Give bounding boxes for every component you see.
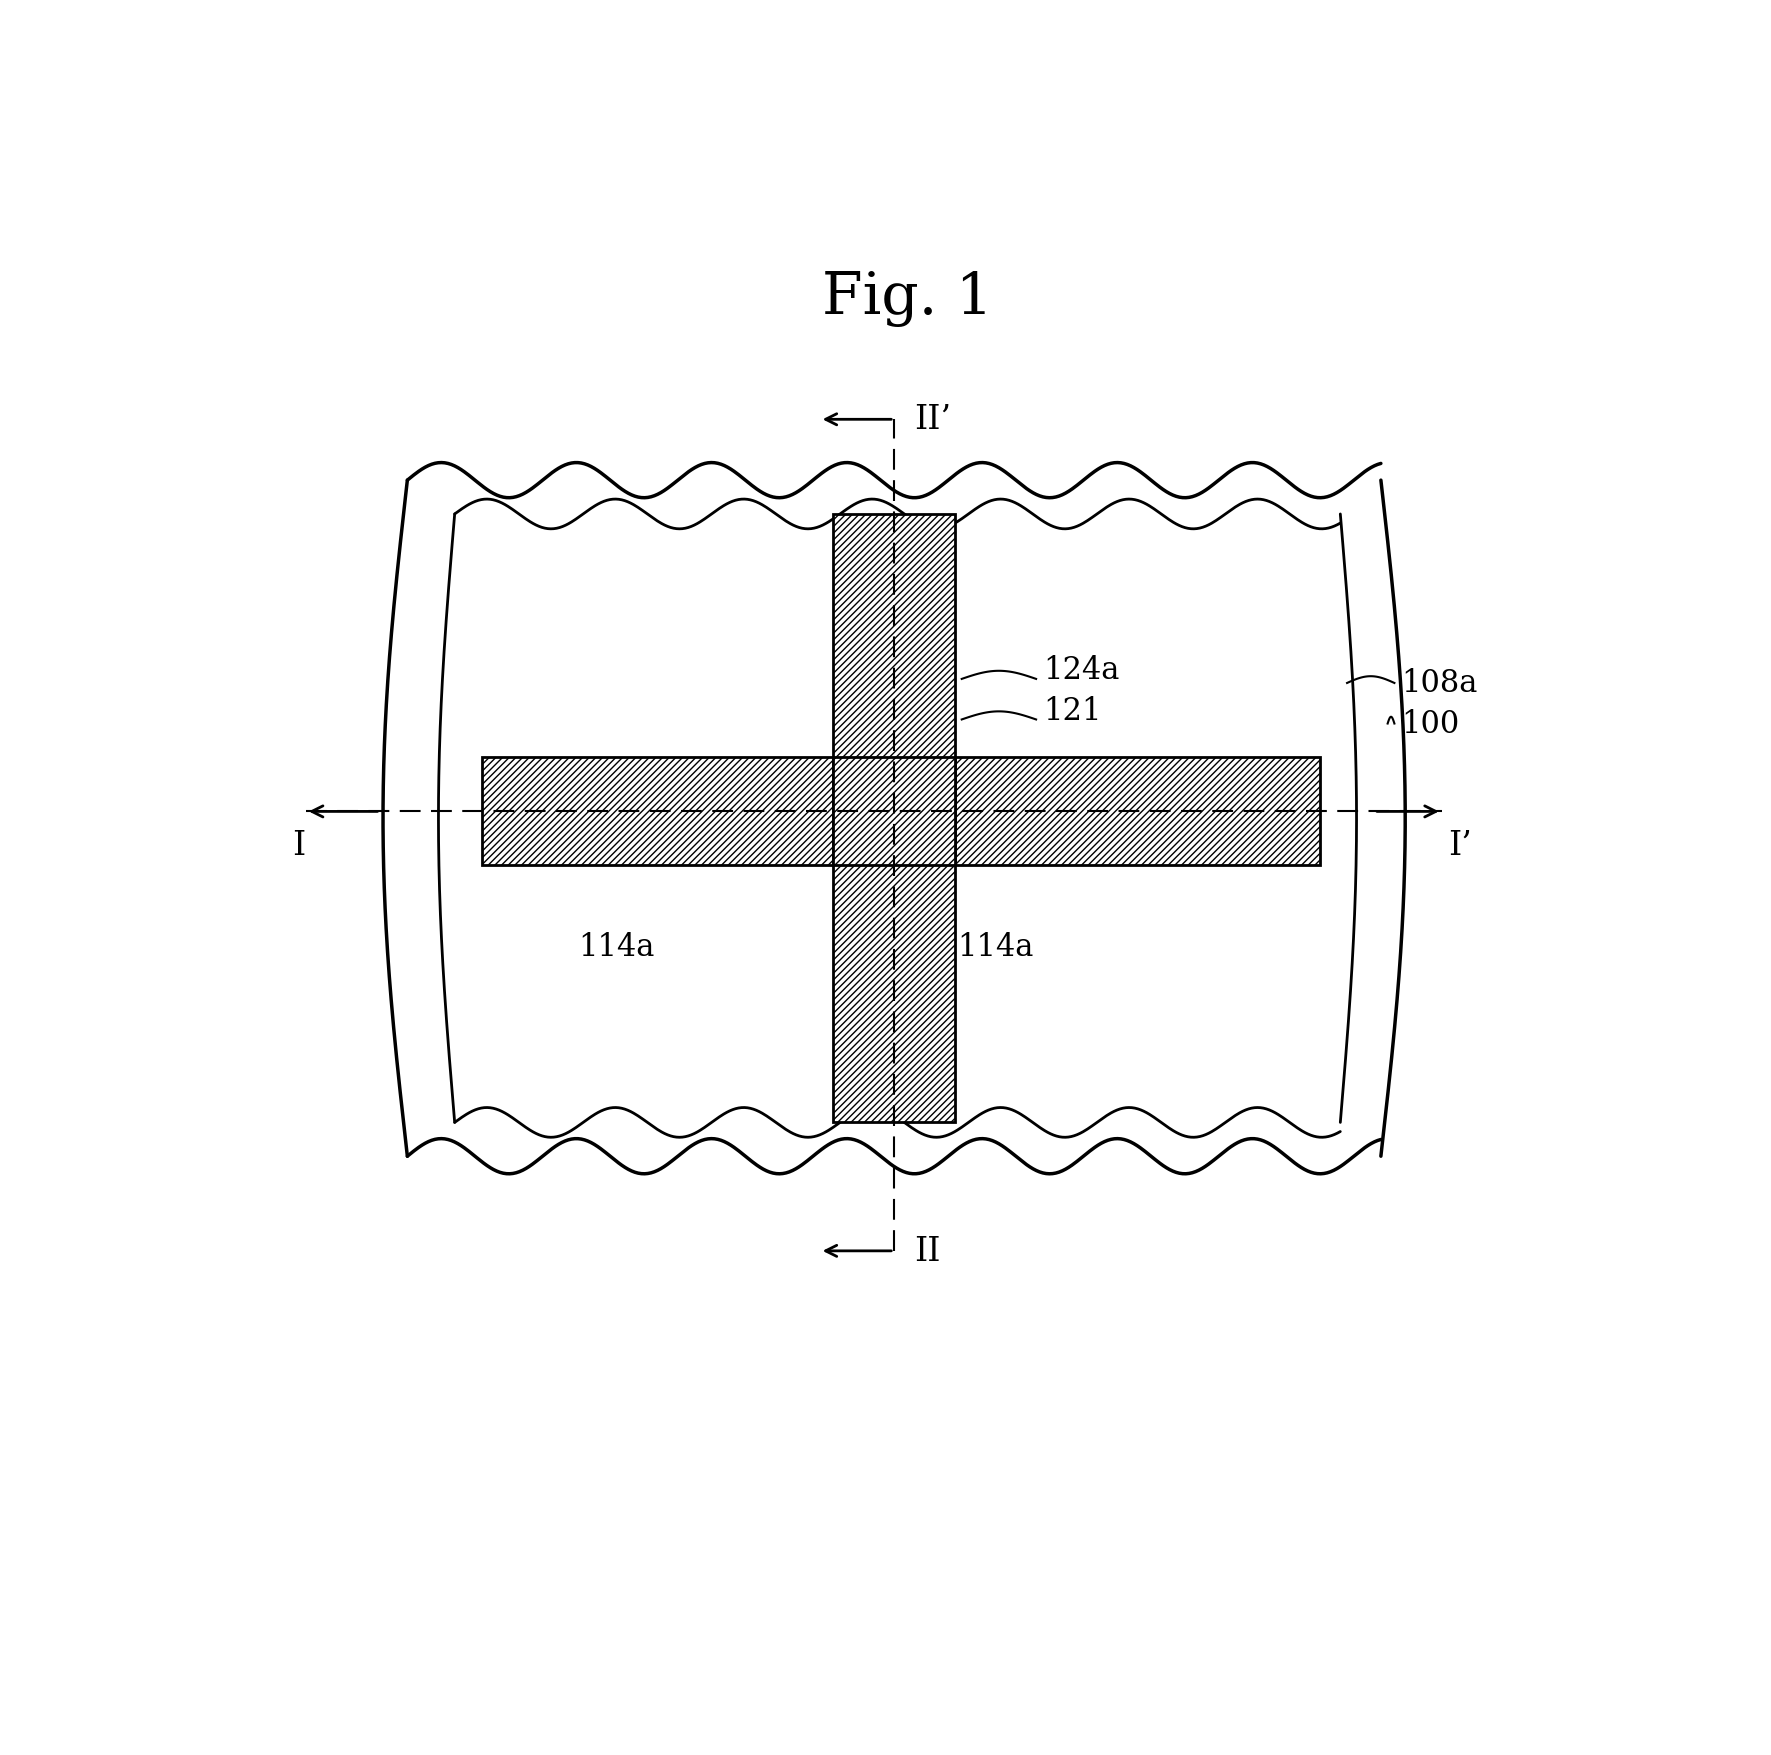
Text: 100: 100 [1401, 709, 1459, 739]
Text: 124a: 124a [1043, 655, 1119, 686]
Text: Fig. 1: Fig. 1 [822, 270, 994, 326]
Text: II’: II’ [914, 404, 951, 435]
Text: 108a: 108a [1401, 669, 1477, 698]
Text: 121: 121 [1043, 695, 1102, 727]
Bar [482, 758, 1319, 865]
Text: II: II [914, 1236, 940, 1267]
Bar [834, 514, 955, 1123]
Bar [834, 758, 955, 865]
Text: I’: I’ [1449, 830, 1472, 862]
Text: I: I [292, 830, 306, 862]
Text: 114a: 114a [579, 932, 655, 962]
Text: 114a: 114a [958, 932, 1034, 962]
